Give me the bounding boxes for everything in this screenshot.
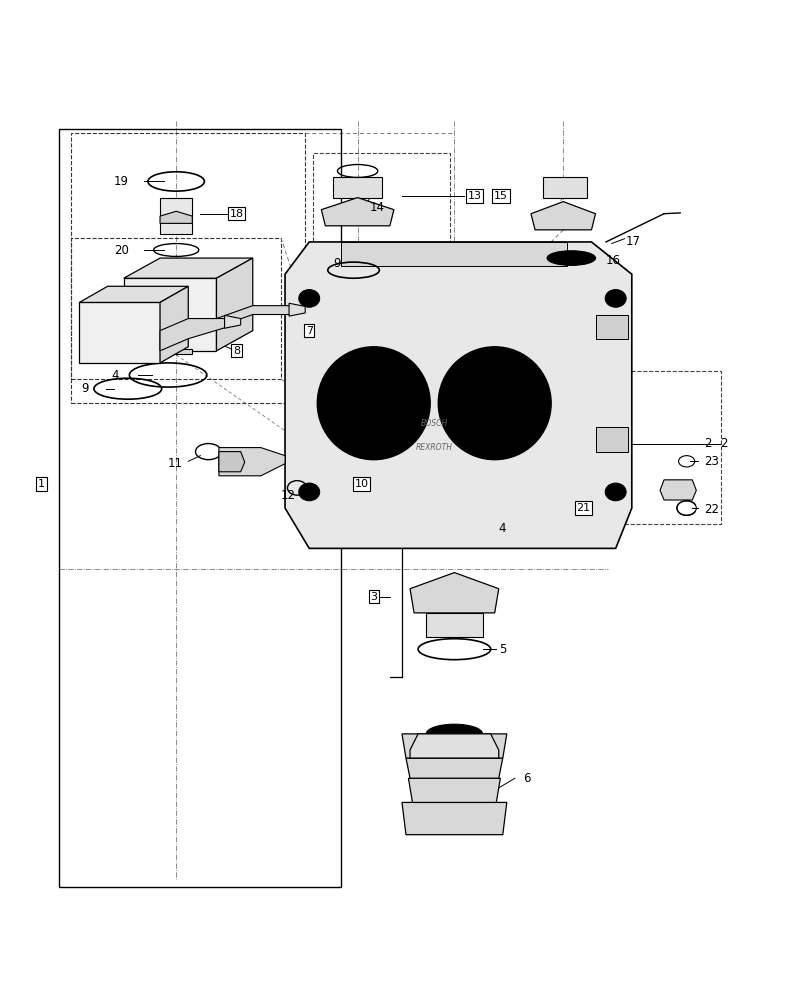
Text: 16: 16 — [605, 254, 620, 267]
Polygon shape — [401, 802, 506, 835]
Polygon shape — [410, 573, 498, 613]
Ellipse shape — [317, 347, 430, 460]
Text: 9: 9 — [81, 382, 88, 395]
Text: 19: 19 — [114, 175, 129, 188]
Bar — [144, 349, 192, 354]
Text: 5: 5 — [498, 643, 505, 656]
Polygon shape — [289, 303, 305, 316]
Text: REXROTH: REXROTH — [415, 443, 453, 452]
Polygon shape — [219, 448, 285, 476]
Polygon shape — [219, 452, 244, 472]
Bar — [59, 129, 341, 887]
Bar — [543, 177, 586, 198]
Text: 23: 23 — [703, 455, 719, 468]
Text: 14: 14 — [369, 201, 384, 214]
Text: 13: 13 — [467, 191, 481, 201]
Polygon shape — [408, 778, 500, 802]
Bar — [333, 177, 381, 198]
Polygon shape — [160, 211, 192, 223]
Ellipse shape — [169, 261, 204, 273]
Ellipse shape — [426, 724, 482, 744]
Bar — [341, 242, 567, 266]
Polygon shape — [79, 286, 188, 302]
Polygon shape — [410, 734, 498, 758]
Text: 22: 22 — [703, 503, 719, 516]
Bar — [313, 153, 450, 278]
Text: 1: 1 — [38, 479, 45, 489]
Bar — [71, 238, 281, 379]
Bar — [426, 613, 482, 637]
Text: 18: 18 — [230, 209, 243, 219]
Polygon shape — [401, 734, 506, 758]
Text: 17: 17 — [625, 235, 641, 248]
Polygon shape — [217, 258, 252, 351]
Ellipse shape — [229, 315, 244, 328]
Bar — [594, 427, 627, 452]
Polygon shape — [225, 315, 240, 328]
Polygon shape — [285, 242, 631, 548]
Bar — [79, 302, 160, 363]
Text: 2: 2 — [703, 437, 711, 450]
Ellipse shape — [604, 290, 625, 307]
Polygon shape — [321, 198, 393, 226]
Polygon shape — [217, 306, 293, 327]
Ellipse shape — [291, 302, 311, 317]
Polygon shape — [406, 758, 502, 778]
Ellipse shape — [547, 251, 594, 265]
Text: 7: 7 — [305, 326, 312, 336]
Text: 8: 8 — [233, 346, 240, 356]
Text: 3: 3 — [370, 592, 377, 602]
Polygon shape — [659, 480, 696, 500]
Text: 20: 20 — [114, 244, 129, 257]
Text: 2: 2 — [719, 437, 727, 450]
Polygon shape — [123, 258, 252, 278]
Text: 4: 4 — [498, 522, 505, 535]
Text: 9: 9 — [333, 257, 341, 270]
Bar — [123, 278, 217, 351]
Polygon shape — [160, 319, 229, 351]
Polygon shape — [530, 202, 594, 230]
Text: 6: 6 — [522, 772, 530, 785]
Text: 10: 10 — [354, 479, 368, 489]
Ellipse shape — [298, 290, 320, 307]
Text: 4: 4 — [111, 369, 119, 382]
Text: 15: 15 — [494, 191, 508, 201]
Bar — [582, 371, 719, 524]
Ellipse shape — [438, 347, 551, 460]
Ellipse shape — [298, 483, 320, 501]
Ellipse shape — [464, 373, 525, 434]
Bar — [160, 198, 192, 234]
Text: 21: 21 — [576, 503, 590, 513]
Text: 12: 12 — [281, 489, 296, 502]
Text: BOSCH: BOSCH — [420, 419, 448, 428]
Ellipse shape — [604, 483, 625, 501]
Bar — [71, 133, 305, 403]
Polygon shape — [160, 286, 188, 363]
Bar — [594, 315, 627, 339]
Ellipse shape — [343, 373, 404, 434]
Text: 11: 11 — [168, 457, 182, 470]
